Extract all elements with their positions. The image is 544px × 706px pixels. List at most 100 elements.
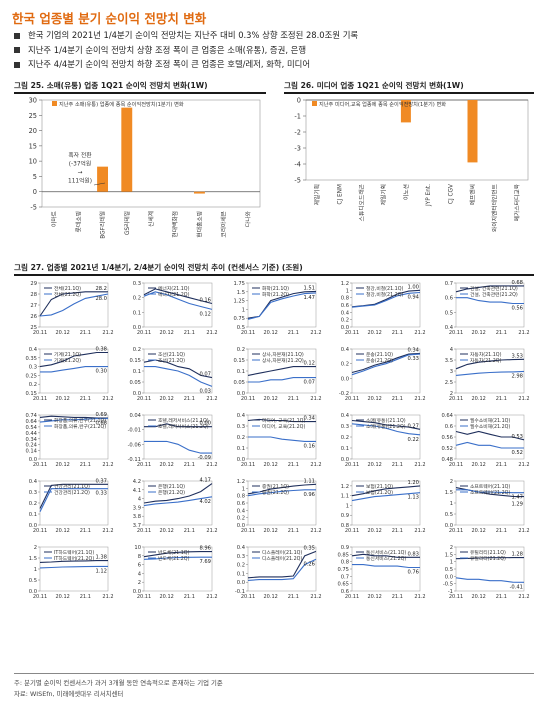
series-line-q2 bbox=[351, 291, 421, 308]
series-line-q1 bbox=[247, 366, 316, 376]
x-tick-label: 20.11 bbox=[33, 330, 47, 336]
x-tick-label: 21.1 bbox=[80, 396, 91, 402]
legend-label-q1: 디스플레이(21.1Q) bbox=[262, 549, 302, 556]
end-label-q2: 1.47 bbox=[511, 495, 523, 501]
x-tick-label: 제일기획 bbox=[313, 184, 321, 205]
x-tick-label: 20.12 bbox=[472, 528, 486, 534]
x-tick-label: 롯데쇼핑 bbox=[74, 211, 82, 232]
y-tick-label: 26 bbox=[30, 314, 37, 320]
y-tick-label: 0.35 bbox=[25, 356, 37, 362]
y-tick-label: 10 bbox=[134, 545, 141, 551]
x-tick-label: 20.12 bbox=[472, 396, 486, 402]
x-tick-label: 20.11 bbox=[449, 396, 463, 402]
bullet-text: 지난주 1/4분기 순이익 전망치 상향 조정 폭이 큰 업종은 소매(유통),… bbox=[28, 44, 307, 55]
y-tick-label: 1.5 bbox=[29, 556, 37, 562]
y-tick-label: 29 bbox=[30, 281, 37, 287]
y-tick-label: 0.52 bbox=[441, 446, 453, 452]
x-tick-label: BGF리테일 bbox=[99, 211, 107, 239]
series-line-q2 bbox=[351, 492, 421, 502]
y-tick-label: -1 bbox=[448, 589, 453, 595]
x-tick-label: 21.1 bbox=[392, 462, 403, 468]
end-label-q2: 0.56 bbox=[511, 306, 523, 312]
y-tick-label: 0.56 bbox=[441, 435, 453, 441]
x-tick-label: 메가스터디교육 bbox=[513, 183, 521, 221]
annotation-text: (-37억원 bbox=[69, 160, 91, 168]
series-line-q1 bbox=[39, 291, 108, 317]
y-tick-label: 27 bbox=[30, 303, 37, 309]
x-tick-label: 현대백화점 bbox=[171, 211, 179, 238]
x-tick-label: 21.1 bbox=[288, 594, 299, 600]
y-tick-label: 6 bbox=[138, 563, 141, 569]
y-tick-label: 5 bbox=[33, 173, 37, 181]
x-tick-label: 20.11 bbox=[137, 594, 151, 600]
y-tick-label: 0.4 bbox=[29, 347, 38, 353]
x-tick-label: 21.1 bbox=[496, 528, 507, 534]
series-line-q2 bbox=[40, 366, 108, 373]
x-tick-label: 20.11 bbox=[449, 330, 463, 336]
x-tick-label: 21.2 bbox=[518, 330, 529, 336]
legend-label-q1: 필수소비재(21.1Q) bbox=[470, 417, 510, 424]
x-tick-label: 에프엔씨 bbox=[469, 184, 477, 205]
series-line-q2 bbox=[247, 292, 317, 320]
bar bbox=[193, 191, 205, 194]
y-tick-label: 0.0 bbox=[133, 391, 141, 397]
summary-bullets: 한국 기업의 2021년 1/4분기 순이익 전망치는 지난주 대비 0.3% … bbox=[14, 28, 358, 72]
x-tick-label: 20.12 bbox=[368, 528, 382, 534]
x-tick-label: 21.1 bbox=[288, 528, 299, 534]
fig25-title: 그림 25. 소매(유통) 업종 1Q21 순이익 전망치 변화(1W) bbox=[14, 81, 208, 90]
annotation-text: → bbox=[78, 170, 83, 176]
end-label-q1: 0.07 bbox=[199, 372, 211, 378]
legend-label-q1: 상사,자본재(21.1Q) bbox=[262, 351, 304, 358]
y-tick-label: 15 bbox=[29, 142, 37, 150]
y-tick-label: 0.8 bbox=[237, 494, 245, 500]
legend-label-q1: 건강관리(21.1Q) bbox=[54, 483, 90, 490]
bullet-square-icon bbox=[14, 47, 20, 53]
x-tick-label: 21.2 bbox=[206, 330, 217, 336]
y-tick-label: 1.2 bbox=[341, 281, 349, 287]
end-label-q2: 0.33 bbox=[407, 356, 419, 362]
x-tick-label: 20.12 bbox=[160, 330, 174, 336]
end-label-q2: 1.13 bbox=[407, 495, 419, 501]
bar bbox=[467, 100, 478, 163]
x-tick-label: 21.2 bbox=[206, 594, 217, 600]
y-tick-label: 3.9 bbox=[133, 505, 141, 511]
x-tick-label: 20.11 bbox=[137, 462, 151, 468]
y-tick-label: 0.1 bbox=[341, 446, 349, 452]
x-tick-label: 20.11 bbox=[137, 330, 151, 336]
x-tick-label: 신세계 bbox=[147, 211, 155, 227]
end-label-q2: 4.02 bbox=[199, 499, 211, 505]
x-tick-label: 21.2 bbox=[206, 462, 217, 468]
y-tick-label: 0.2 bbox=[237, 435, 245, 441]
y-tick-label: 0.2 bbox=[237, 347, 245, 353]
y-tick-label: 0.0 bbox=[445, 523, 453, 529]
y-tick-label: -5 bbox=[294, 177, 301, 185]
y-tick-label: 1.25 bbox=[233, 299, 245, 305]
x-tick-label: 20.12 bbox=[368, 594, 382, 600]
y-tick-label: 0.6 bbox=[341, 303, 349, 309]
y-tick-label: 0.6 bbox=[445, 424, 453, 430]
y-tick-label: -0.1 bbox=[235, 589, 245, 595]
fig27-title: 그림 27. 업종별 2021년 1/4분기, 2/4분기 순이익 전망치 추이… bbox=[14, 263, 303, 272]
y-tick-label: 4.2 bbox=[133, 479, 141, 485]
y-tick-label: 0.4 bbox=[237, 508, 246, 514]
bar bbox=[97, 166, 109, 192]
x-tick-label: 21.2 bbox=[414, 396, 425, 402]
legend-label-q2: 은행(21.2Q) bbox=[158, 489, 185, 496]
series-line-q1 bbox=[39, 560, 108, 563]
legend-label-q2: 통신서비스(21.2Q) bbox=[366, 555, 406, 562]
series-line-q2 bbox=[456, 489, 524, 494]
x-tick-label: 20.11 bbox=[241, 396, 255, 402]
y-tick-label: 0 bbox=[33, 188, 37, 196]
series-line-q2 bbox=[248, 377, 316, 383]
y-tick-label: 0.9 bbox=[341, 513, 349, 519]
y-tick-label: 0.6 bbox=[445, 296, 453, 302]
y-tick-label: 0.14 bbox=[25, 449, 37, 455]
x-tick-label: 20.11 bbox=[345, 330, 359, 336]
x-tick-label: 21.1 bbox=[80, 528, 91, 534]
end-label-q1: 1.51 bbox=[303, 285, 315, 291]
series-line-q2 bbox=[352, 564, 420, 569]
end-label-q1: 3.53 bbox=[511, 353, 523, 359]
series-line-q1 bbox=[351, 485, 421, 497]
x-tick-label: 20.12 bbox=[56, 396, 70, 402]
y-tick-label: 3.8 bbox=[133, 514, 141, 520]
